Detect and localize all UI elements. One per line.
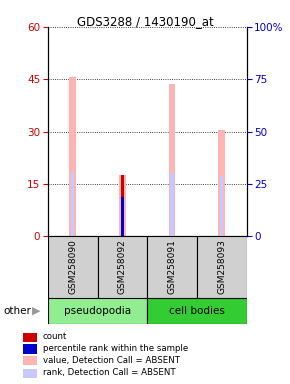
Bar [121,175,124,236]
Text: percentile rank within the sample: percentile rank within the sample [43,344,188,353]
Text: GDS3288 / 1430190_at: GDS3288 / 1430190_at [77,15,213,28]
Text: other: other [3,306,31,316]
Bar [119,175,126,236]
Bar [23,369,37,378]
Bar [147,236,197,298]
Bar [69,78,76,236]
Text: GSM258092: GSM258092 [118,240,127,294]
Bar [147,298,246,324]
Bar [121,197,124,236]
Text: rank, Detection Call = ABSENT: rank, Detection Call = ABSENT [43,368,175,377]
Bar [23,356,37,366]
Bar [48,298,147,324]
Text: cell bodies: cell bodies [169,306,225,316]
Text: GSM258093: GSM258093 [217,240,226,294]
Bar [197,236,246,298]
Bar [169,84,175,236]
Bar [170,173,174,236]
Bar [97,236,147,298]
Text: value, Detection Call = ABSENT: value, Detection Call = ABSENT [43,356,180,365]
Text: GSM258091: GSM258091 [168,240,177,294]
Text: count: count [43,333,67,341]
Bar [220,176,223,236]
Text: pseudopodia: pseudopodia [64,306,131,316]
Bar [218,130,225,236]
Bar [23,333,37,342]
Text: GSM258090: GSM258090 [68,240,77,294]
Bar [71,172,75,236]
Bar [23,344,37,354]
Text: ▶: ▶ [32,306,41,316]
Bar [48,236,97,298]
